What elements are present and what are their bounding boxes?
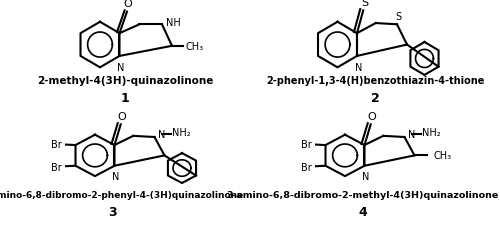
Text: NH₂: NH₂ [422,128,440,138]
Text: Br: Br [51,139,62,149]
Text: N: N [112,172,120,182]
Text: 1: 1 [120,92,130,105]
Text: N: N [354,63,362,73]
Text: O: O [124,0,132,9]
Text: S: S [361,0,368,8]
Text: 2-phenyl-1,3-4(H)benzothiazin-4-thione: 2-phenyl-1,3-4(H)benzothiazin-4-thione [266,76,484,86]
Text: Br: Br [51,162,62,172]
Text: N: N [158,129,166,139]
Text: CH₃: CH₃ [186,42,204,52]
Text: N: N [362,172,370,182]
Text: 3-amino-6,8-dibromo-2-methyl-4(3H)quinazolinone: 3-amino-6,8-dibromo-2-methyl-4(3H)quinaz… [226,190,498,199]
Text: 3: 3 [108,205,117,218]
Text: N: N [408,129,416,139]
Text: O: O [118,112,126,121]
Text: Br: Br [301,162,312,172]
Text: NH: NH [166,18,180,28]
Text: S: S [395,11,402,21]
Text: O: O [368,112,376,121]
Text: 2: 2 [370,92,380,105]
Text: 2-methyl-4(3H)-quinazolinone: 2-methyl-4(3H)-quinazolinone [37,76,213,86]
Text: 4: 4 [358,205,367,218]
Text: Br: Br [301,139,312,149]
Text: CH₃: CH₃ [433,151,452,161]
Text: N: N [117,63,124,73]
Text: NH₂: NH₂ [172,128,191,138]
Text: 3-amino-6,8-dibromo-2-phenyl-4-(3H)quinazolinone: 3-amino-6,8-dibromo-2-phenyl-4-(3H)quina… [0,190,244,199]
